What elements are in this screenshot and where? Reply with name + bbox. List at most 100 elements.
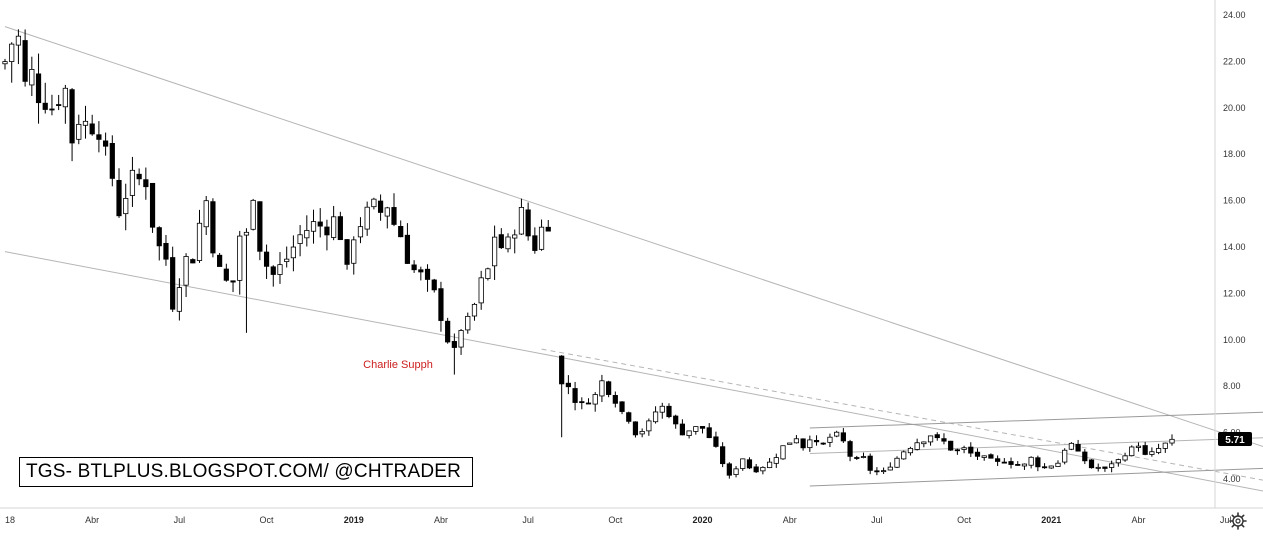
- candle-body: [1015, 464, 1021, 466]
- candle-body: [411, 264, 417, 271]
- trendlines: [4, 26, 1263, 492]
- candle-body: [968, 446, 974, 454]
- candle-body: [344, 239, 350, 265]
- candle-body: [29, 68, 35, 86]
- candle-body: [337, 216, 343, 241]
- y-tick-label: 12.00: [1223, 288, 1246, 298]
- candle-body: [606, 381, 612, 395]
- candle-body: [384, 207, 390, 217]
- x-tick-label: Abr: [783, 515, 797, 525]
- candle-body: [807, 439, 813, 449]
- candle-body: [76, 123, 82, 140]
- candle-body: [659, 405, 665, 413]
- candle-body: [726, 463, 732, 476]
- annotation-charlie: Charlie Supph: [363, 359, 433, 371]
- candle-body: [170, 257, 176, 310]
- watermark-label: TGS- BTLPLUS.BLOGSPOT.COM/ @CHTRADER: [19, 457, 473, 487]
- candle-body: [887, 466, 893, 471]
- candle-body: [733, 468, 739, 475]
- candle-body: [847, 441, 853, 457]
- candle-body: [391, 207, 397, 225]
- candle-body: [190, 259, 196, 264]
- candle-body: [773, 457, 779, 464]
- candle-body: [881, 470, 887, 473]
- candle-body: [149, 182, 156, 228]
- candle-body: [713, 436, 719, 447]
- candle-body: [42, 102, 48, 110]
- x-tick-label: Abr: [434, 515, 448, 525]
- candle-body: [176, 287, 182, 312]
- candle-body: [290, 246, 296, 259]
- candle-body: [619, 401, 625, 412]
- candle-body: [445, 320, 451, 343]
- candle-body: [914, 442, 920, 450]
- candle-body: [565, 382, 571, 388]
- x-tick-label: Jul: [522, 515, 534, 525]
- candle-body: [592, 394, 598, 405]
- trendline: [4, 26, 1263, 448]
- candle-body: [1142, 445, 1148, 455]
- candle-body: [1149, 451, 1155, 455]
- candle-body: [720, 446, 726, 465]
- candle-body: [257, 201, 263, 252]
- candle-body: [418, 269, 424, 273]
- x-tick-label: Oct: [260, 515, 275, 525]
- candle-body: [89, 123, 95, 135]
- candle-body: [1062, 449, 1068, 463]
- candle-body: [981, 455, 987, 458]
- candle-body: [673, 415, 679, 425]
- candle-body: [646, 420, 652, 432]
- candle-body: [780, 445, 786, 460]
- candle-body: [1162, 442, 1168, 449]
- y-tick-label: 14.00: [1223, 242, 1246, 252]
- candle-body: [398, 225, 404, 238]
- candle-body: [827, 436, 833, 443]
- candle-body: [585, 402, 592, 405]
- candle-body: [579, 401, 585, 404]
- candle-body: [1088, 459, 1095, 469]
- candle-body: [941, 438, 947, 442]
- candle-body: [974, 451, 981, 457]
- x-tick-label: Jul: [871, 515, 883, 525]
- candle-body: [377, 200, 384, 213]
- candle-body: [740, 458, 746, 469]
- candle-body: [35, 73, 42, 104]
- candle-body: [69, 89, 75, 144]
- candle-body: [1021, 463, 1028, 467]
- candle-body: [894, 457, 900, 468]
- candle-body: [424, 268, 431, 280]
- candle-body: [626, 412, 632, 422]
- candle-body: [116, 180, 122, 217]
- candle-body: [518, 207, 525, 235]
- candle-body: [331, 216, 337, 238]
- candle-body: [498, 234, 504, 249]
- candle-body: [538, 226, 545, 250]
- candle-body: [431, 279, 437, 291]
- candle-body: [103, 140, 109, 147]
- x-tick-label: 18: [5, 515, 15, 525]
- candle-body: [156, 227, 162, 247]
- candle-body: [1155, 448, 1162, 453]
- trendline: [809, 411, 1263, 429]
- candle-body: [217, 254, 223, 267]
- candle-body: [2, 61, 8, 65]
- candle-body: [813, 440, 820, 443]
- candle-body: [492, 236, 498, 267]
- candle-body: [1082, 451, 1088, 462]
- candle-body: [458, 330, 464, 348]
- candle-body: [545, 226, 551, 232]
- candle-body: [766, 461, 773, 469]
- candle-body: [371, 198, 377, 208]
- candle-body: [263, 251, 270, 267]
- candle-body: [485, 268, 491, 279]
- candle-body: [612, 395, 618, 404]
- candle-body: [297, 234, 303, 244]
- y-tick-label: 20.00: [1223, 103, 1246, 113]
- candle-body: [800, 438, 806, 449]
- candle-body: [223, 268, 229, 281]
- candles: [2, 29, 1175, 479]
- candle-body: [525, 209, 531, 237]
- candle-body: [1169, 438, 1175, 444]
- gear-icon[interactable]: [1228, 511, 1248, 531]
- candle-body: [532, 235, 538, 251]
